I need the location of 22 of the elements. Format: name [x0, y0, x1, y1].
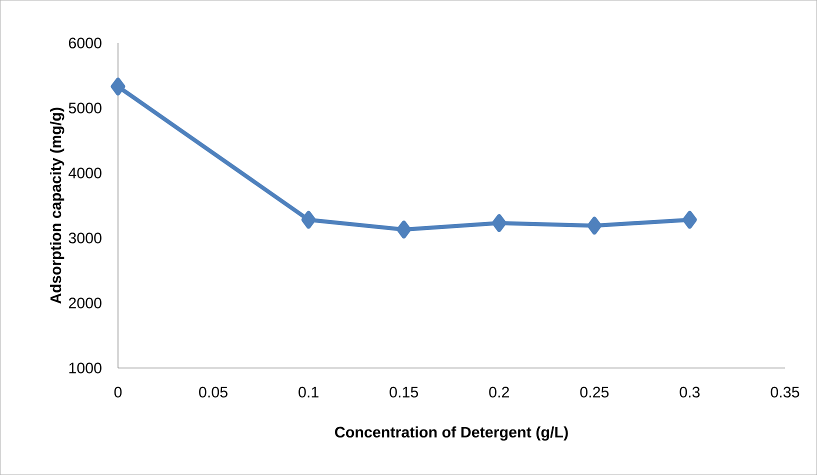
point: [492, 214, 506, 232]
y-axis-title: Adsorption capacity (mg/g): [50, 108, 64, 304]
point: [682, 210, 697, 229]
x-tick-label: 0.3: [680, 386, 700, 398]
y-tick-label: 3000: [68, 232, 102, 244]
x-tick-label: 0.05: [199, 386, 228, 398]
y-tick-label: 5000: [68, 102, 102, 114]
x-tick-label: 0.25: [580, 386, 609, 398]
x-tick-label: 0.35: [770, 386, 800, 398]
x-axis-title: Concentration of Detergent (g/L): [335, 426, 568, 441]
point: [301, 210, 316, 229]
x-tick-label: 0: [114, 386, 122, 398]
y-tick-label: 4000: [68, 168, 102, 178]
y-tick-label: 1000: [69, 362, 102, 374]
point: [587, 216, 602, 235]
x-tick-label: 0.15: [390, 386, 418, 398]
x-tick-label: 0.2: [489, 386, 509, 398]
point: [110, 78, 126, 96]
x-tick-label: 0.1: [298, 386, 318, 398]
y-tick-label: 2000: [68, 298, 102, 308]
point: [396, 220, 412, 239]
y-tick-label: 6000: [68, 38, 102, 48]
